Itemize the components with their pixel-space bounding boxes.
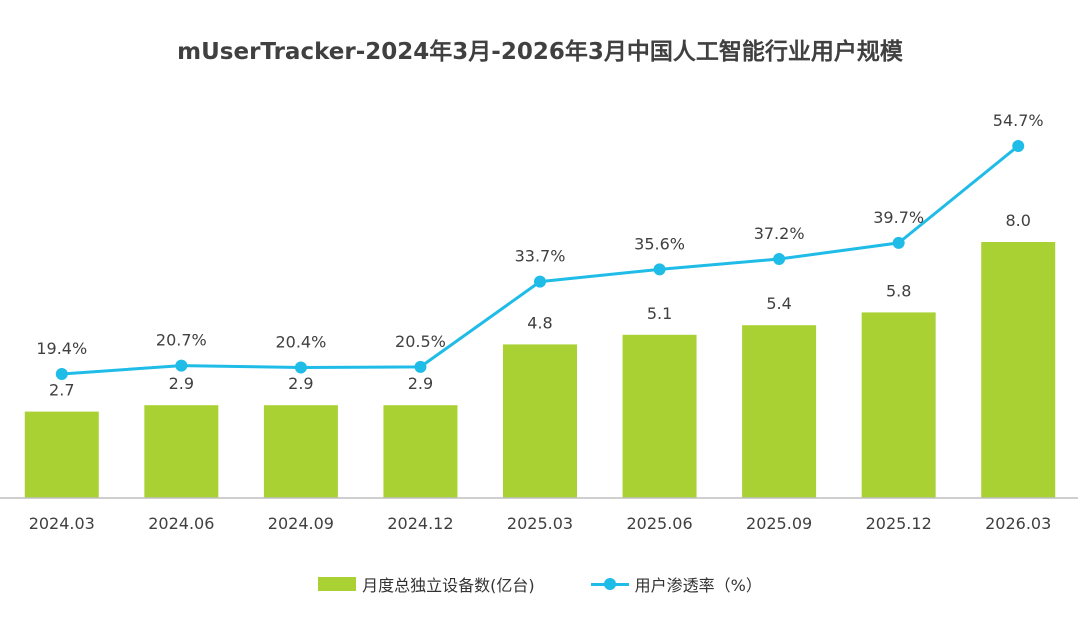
- legend-swatch-bar: [318, 577, 357, 591]
- line-point-2024.09: [294, 361, 307, 374]
- bar-2026.03: [981, 242, 1056, 498]
- chart-legend: 月度总独立设备数(亿台) 用户渗透率（%）: [0, 572, 1080, 596]
- bar-value-label: 5.1: [647, 304, 672, 323]
- x-tick-label: 2024.06: [148, 514, 214, 533]
- chart-title: mUserTracker-2024年3月-2026年3月中国人工智能行业用户规模: [177, 39, 903, 65]
- line-point-2024.06: [175, 359, 188, 372]
- line-value-label: 35.6%: [634, 234, 685, 253]
- line-value-label: 19.4%: [36, 339, 87, 358]
- line-value-label: 33.7%: [515, 247, 566, 266]
- line-point-2024.12: [414, 360, 427, 373]
- bar-2025.09: [742, 325, 817, 498]
- bar-value-label: 5.4: [766, 294, 791, 313]
- bar-2024.12: [383, 405, 458, 498]
- bar-2024.09: [263, 405, 338, 498]
- bar-2025.06: [622, 334, 697, 498]
- bar-value-label: 2.9: [408, 374, 433, 393]
- line-value-label: 37.2%: [754, 224, 805, 243]
- bar-2025.03: [503, 344, 577, 498]
- line-value-label: 20.7%: [156, 331, 207, 350]
- bar-value-label: 2.9: [169, 374, 194, 393]
- bar-2025.12: [861, 312, 936, 498]
- line-point-2025.09: [773, 253, 786, 266]
- line-point-2025.06: [653, 263, 666, 276]
- line-point-2024.03: [55, 368, 68, 380]
- line-value-label: 54.7%: [993, 111, 1044, 130]
- legend-label-line: 用户渗透率（%）: [634, 576, 762, 595]
- x-tick-label: 2025.09: [746, 514, 812, 533]
- x-tick-label: 2026.03: [985, 514, 1051, 533]
- legend-item-line: 用户渗透率（%）: [590, 572, 762, 596]
- bar-2024.03: [24, 411, 99, 498]
- line-value-label: 39.7%: [873, 208, 924, 227]
- legend-item-bar: 月度总独立设备数(亿台): [318, 572, 535, 596]
- legend-swatch-line: [590, 577, 629, 591]
- bar-value-label: 2.9: [288, 374, 313, 393]
- line-point-2025.03: [534, 275, 546, 288]
- bar-value-label: 5.8: [886, 281, 911, 300]
- x-tick-label: 2025.03: [507, 514, 573, 533]
- line-point-2026.03: [1012, 140, 1025, 152]
- x-tick-label: 2024.09: [268, 514, 334, 533]
- bar-value-label: 2.7: [49, 381, 74, 400]
- bar-value-label: 4.8: [527, 313, 552, 332]
- bar-2024.06: [144, 405, 219, 498]
- line-value-label: 20.4%: [275, 333, 326, 352]
- line-value-label: 20.5%: [395, 332, 446, 351]
- bar-value-label: 8.0: [1005, 211, 1030, 230]
- x-tick-label: 2024.03: [29, 514, 95, 533]
- line-point-2025.12: [892, 236, 905, 249]
- x-tick-label: 2025.12: [866, 514, 932, 533]
- x-tick-label: 2024.12: [387, 514, 453, 533]
- legend-label-bar: 月度总独立设备数(亿台): [362, 576, 535, 595]
- x-tick-label: 2025.06: [626, 514, 692, 533]
